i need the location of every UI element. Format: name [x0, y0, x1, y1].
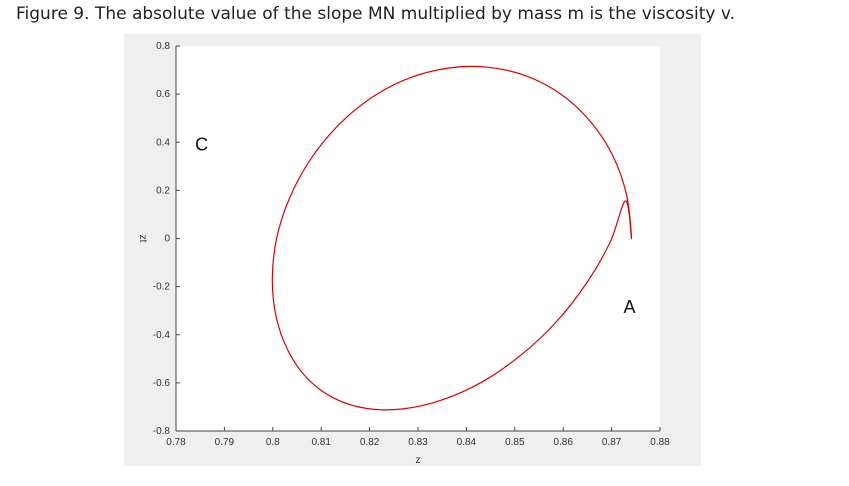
axes: 0.78 0.79 0.8 0.81 0.82 0.83 0.84 0.85 0.86 0.87 0…: [137, 41, 670, 466]
y-tick-label: 0.6: [156, 89, 170, 100]
x-tick-label: 0.81: [311, 437, 331, 448]
plot-area: [176, 46, 660, 431]
caption-text: . The absolute value of the slope MN mul…: [84, 4, 735, 24]
annotation-label: A: [624, 297, 636, 317]
figure-label: Figure 9: [16, 4, 85, 24]
y-tick-label: -0.2: [153, 282, 171, 293]
y-tick-label: 0: [164, 234, 170, 245]
x-tick-label: 0.85: [505, 437, 525, 448]
x-tick-label: 0.83: [408, 437, 428, 448]
x-tick-label: 0.78: [166, 437, 186, 448]
y-tick-label: 0.8: [156, 41, 170, 52]
annotations: CA: [195, 135, 635, 317]
series-line: [271, 65, 633, 411]
x-tick-label: 0.8: [266, 437, 280, 448]
y-tick-label: -0.8: [153, 426, 171, 437]
x-tick-label: 0.87: [602, 437, 622, 448]
x-axis-label: z: [416, 455, 421, 466]
x-tick-label: 0.82: [360, 437, 380, 448]
annotation-label: C: [195, 135, 208, 155]
figure-caption: Figure 9. The absolute value of the slop…: [16, 4, 735, 24]
y-tick-label: -0.6: [153, 378, 171, 389]
y-tick-label: 0.4: [156, 137, 170, 148]
y-tick-label: 0.2: [156, 185, 170, 196]
y-axis-label: zt: [137, 235, 148, 243]
x-tick-label: 0.84: [457, 437, 477, 448]
x-tick-label: 0.79: [215, 437, 235, 448]
x-tick-label: 0.88: [650, 437, 670, 448]
y-tick-label: -0.4: [153, 330, 171, 341]
series-group: [271, 65, 633, 411]
x-tick-label: 0.86: [553, 437, 573, 448]
